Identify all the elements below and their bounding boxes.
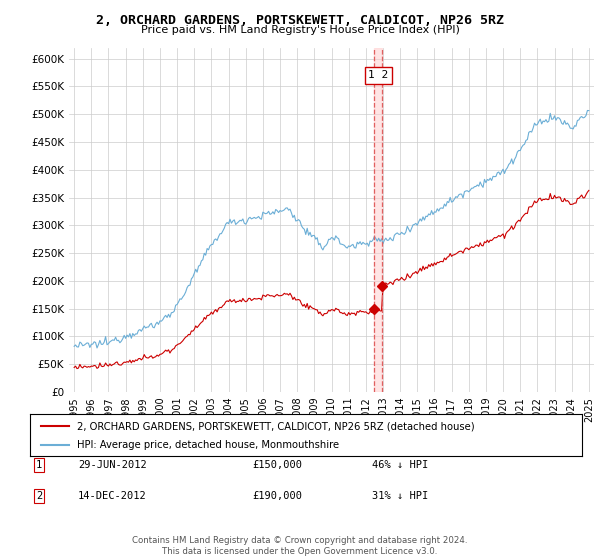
Text: 2: 2: [36, 491, 42, 501]
Text: 2, ORCHARD GARDENS, PORTSKEWETT, CALDICOT, NP26 5RZ: 2, ORCHARD GARDENS, PORTSKEWETT, CALDICO…: [96, 14, 504, 27]
Text: £190,000: £190,000: [252, 491, 302, 501]
Text: 1: 1: [36, 460, 42, 470]
Text: 46% ↓ HPI: 46% ↓ HPI: [372, 460, 428, 470]
Text: £150,000: £150,000: [252, 460, 302, 470]
Text: 1 2: 1 2: [368, 71, 388, 81]
Text: 2, ORCHARD GARDENS, PORTSKEWETT, CALDICOT, NP26 5RZ (detached house): 2, ORCHARD GARDENS, PORTSKEWETT, CALDICO…: [77, 421, 475, 431]
Text: 31% ↓ HPI: 31% ↓ HPI: [372, 491, 428, 501]
Text: 29-JUN-2012: 29-JUN-2012: [78, 460, 147, 470]
Text: Contains HM Land Registry data © Crown copyright and database right 2024.
This d: Contains HM Land Registry data © Crown c…: [132, 536, 468, 556]
Bar: [374, 48, 382, 392]
Text: Price paid vs. HM Land Registry's House Price Index (HPI): Price paid vs. HM Land Registry's House …: [140, 25, 460, 35]
Text: 14-DEC-2012: 14-DEC-2012: [78, 491, 147, 501]
Text: HPI: Average price, detached house, Monmouthshire: HPI: Average price, detached house, Monm…: [77, 440, 339, 450]
